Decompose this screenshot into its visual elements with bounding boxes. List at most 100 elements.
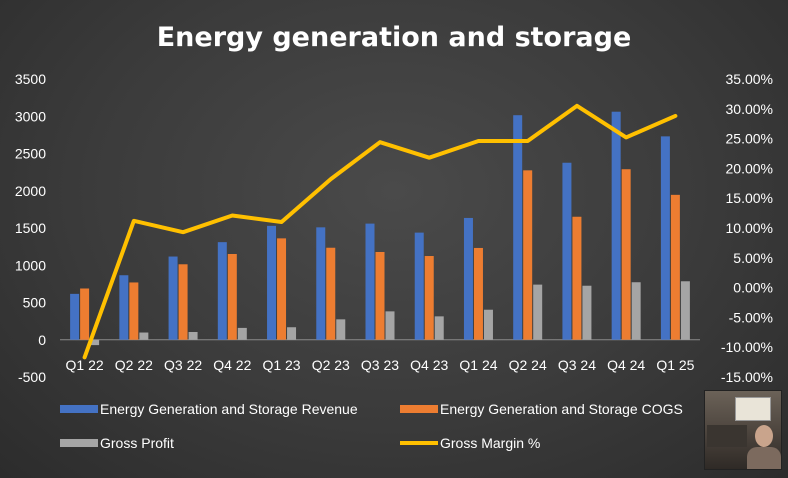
y-left-tick-label: 0 [38,332,46,348]
bar-energy-generation-and-storage-cogs [473,247,483,340]
x-tick-label: Q4 24 [607,357,645,373]
bar-gross-profit [139,332,149,340]
line-point-gross-margin [526,139,530,143]
line-point-gross-margin [378,140,382,144]
bar-gross-profit [434,316,444,340]
bar-energy-generation-and-storage-revenue [562,162,572,340]
bar-gross-profit [533,284,543,340]
line-point-gross-margin [476,139,480,143]
y-right-tick-label: 35.00% [726,71,773,87]
webcam-sign [735,397,771,421]
x-tick-label: Q2 22 [115,357,153,373]
y-left-tick-label: 1000 [15,257,46,273]
x-tick-label: Q3 22 [164,357,202,373]
bar-gross-profit [483,309,493,340]
bar-gross-profit [582,285,592,340]
bar-energy-generation-and-storage-cogs [621,169,631,340]
x-tick-label: Q2 24 [509,357,547,373]
x-tick-label: Q4 22 [213,357,251,373]
bar-energy-generation-and-storage-cogs [572,216,582,340]
y-left-tick-label: 3000 [15,108,46,124]
y-right-tick-label: 30.00% [726,101,773,117]
bar-energy-generation-and-storage-cogs [80,288,90,340]
line-point-gross-margin [230,213,234,217]
legend-swatch-energy-generation-and-storage-revenue [60,405,98,413]
bar-gross-profit [237,327,247,340]
bar-energy-generation-and-storage-revenue [660,136,670,340]
legend-label-energy-generation-and-storage-cogs: Energy Generation and Storage COGS [440,401,683,417]
y-right-tick-label: 10.00% [726,220,773,236]
legend-label-gross-margin-: Gross Margin % [440,435,540,451]
bar-energy-generation-and-storage-cogs [277,238,287,340]
y-right-tick-label: -10.00% [721,339,773,355]
y-right-tick-label: 0.00% [733,280,773,296]
line-point-gross-margin [624,135,628,139]
bar-energy-generation-and-storage-revenue [316,227,326,340]
bar-energy-generation-and-storage-cogs [178,264,188,340]
bar-energy-generation-and-storage-revenue [267,225,277,340]
line-point-gross-margin [83,355,87,359]
bar-energy-generation-and-storage-revenue [513,115,523,340]
legend-swatch-gross-profit [60,439,98,447]
y-left-tick-label: 3500 [15,71,46,87]
y-left-tick-label: -500 [18,369,46,385]
y-left-tick-label: 500 [23,295,47,311]
legend-label-energy-generation-and-storage-revenue: Energy Generation and Storage Revenue [100,401,358,417]
line-point-gross-margin [280,220,284,224]
line-point-gross-margin [132,219,136,223]
webcam-face [755,425,773,447]
x-tick-label: Q1 25 [656,357,694,373]
x-tick-label: Q3 24 [558,357,596,373]
y-right-tick-label: -5.00% [729,309,773,325]
line-point-gross-margin [575,104,579,108]
bar-gross-profit [385,311,395,340]
bar-energy-generation-and-storage-cogs [523,170,533,340]
x-tick-label: Q1 22 [66,357,104,373]
bar-gross-profit [287,327,297,340]
bar-energy-generation-and-storage-revenue [119,275,129,340]
y-right-tick-label: 25.00% [726,131,773,147]
legend-label-gross-profit: Gross Profit [100,435,174,451]
bar-energy-generation-and-storage-revenue [70,293,80,340]
y-right-tick-label: 15.00% [726,190,773,206]
bar-energy-generation-and-storage-cogs [424,256,434,340]
y-left-tick-label: 1500 [15,220,46,236]
bar-gross-profit [188,332,198,340]
y-left-tick-label: 2500 [15,146,46,162]
y-right-tick-label: 5.00% [733,250,773,266]
x-tick-label: Q4 23 [410,357,448,373]
bar-energy-generation-and-storage-revenue [611,111,621,340]
line-point-gross-margin [329,177,333,181]
bar-energy-generation-and-storage-revenue [414,232,424,340]
y-left-tick-label: 2000 [15,183,46,199]
y-right-tick-label: -15.00% [721,369,773,385]
line-point-gross-margin [427,156,431,160]
bar-energy-generation-and-storage-cogs [375,251,385,340]
legend-swatch-energy-generation-and-storage-cogs [400,405,438,413]
y-right-tick-label: 20.00% [726,160,773,176]
bar-energy-generation-and-storage-revenue [365,223,375,340]
x-tick-label: Q2 23 [312,357,350,373]
bar-energy-generation-and-storage-revenue [463,217,473,340]
bar-energy-generation-and-storage-revenue [217,242,227,340]
bar-gross-profit [631,282,641,340]
webcam-body [747,447,781,469]
line-point-gross-margin [181,230,185,234]
webcam-shelf [707,425,747,447]
bar-energy-generation-and-storage-revenue [168,256,178,340]
bar-energy-generation-and-storage-cogs [326,247,336,340]
bar-gross-profit [336,319,346,340]
bar-gross-profit [90,339,100,346]
bar-energy-generation-and-storage-cogs [227,254,237,340]
bar-energy-generation-and-storage-cogs [670,194,680,340]
chart-title: Energy generation and storage [157,22,632,53]
x-tick-label: Q1 24 [459,357,497,373]
bar-gross-profit [680,281,690,340]
x-tick-label: Q3 23 [361,357,399,373]
line-point-gross-margin [673,114,677,118]
x-tick-label: Q1 23 [262,357,300,373]
bar-energy-generation-and-storage-cogs [129,282,139,340]
presenter-webcam-thumbnail [704,390,782,470]
